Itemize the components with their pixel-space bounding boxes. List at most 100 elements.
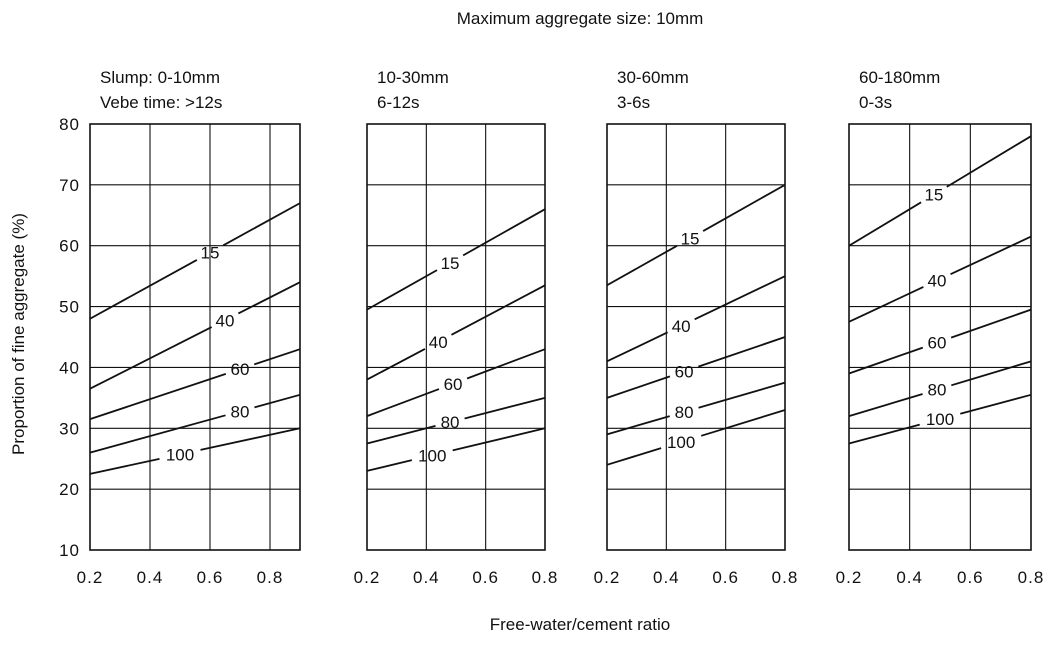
series-label-80: 80 (928, 381, 947, 400)
plot-frame (89, 123, 301, 551)
series-label-40: 40 (429, 333, 448, 352)
series-line-60 (89, 373, 227, 421)
series-line-60 (466, 348, 546, 380)
panel-3: 30-60mm 3-6s 0.2 0.4 0.6 0.8 15 40 60 80 100 (594, 68, 799, 587)
series-line-60 (848, 346, 924, 375)
series-line-40 (606, 331, 669, 363)
x-tick-label: 0.2 (836, 568, 863, 587)
series-line-100 (200, 427, 301, 451)
plot-frame (848, 123, 1032, 551)
x-axis-title: Free-water/cement ratio (490, 615, 670, 634)
plot-frame (606, 123, 786, 551)
series-line-100 (452, 427, 546, 452)
series-label-40: 40 (928, 272, 947, 291)
x-tick-label: 0.2 (354, 568, 381, 587)
series-line-40 (848, 286, 924, 323)
series-line-80 (254, 393, 301, 409)
series-line-100 (848, 423, 920, 445)
x-tick-label: 0.8 (257, 568, 284, 587)
panel-4: 60-180mm 0-3s 0.2 0.4 0.6 0.8 15 40 60 80 100 (836, 68, 1045, 587)
series-line-15 (366, 269, 438, 311)
series-line-100 (606, 447, 662, 466)
series-line-80 (951, 360, 1032, 387)
series-line-100 (960, 393, 1032, 415)
series-line-15 (848, 201, 922, 247)
series-line-40 (950, 235, 1032, 276)
series-line-40 (89, 326, 213, 390)
series-label-100: 100 (166, 445, 194, 464)
x-tick-label: 0.4 (896, 568, 923, 587)
series-line-40 (451, 284, 546, 336)
plot-frame (366, 123, 546, 551)
panel-header-vebe: 6-12s (377, 93, 420, 112)
series-line-40 (366, 348, 426, 381)
series-line-100 (89, 457, 160, 475)
y-tick-label: 20 (59, 480, 80, 499)
series-line-40 (237, 281, 301, 315)
y-tick-label: 30 (59, 419, 80, 438)
x-tick-label: 0.6 (197, 568, 224, 587)
x-tick-label: 0.6 (957, 568, 984, 587)
series-line-100 (700, 409, 786, 437)
series-label-60: 60 (231, 360, 250, 379)
y-tick-label: 70 (59, 176, 80, 195)
x-tick-label: 0.2 (594, 568, 621, 587)
x-tick-label: 0.2 (77, 568, 104, 587)
y-tick-label: 80 (59, 115, 80, 134)
panel-header-vebe: 3-6s (617, 93, 650, 112)
series-line-80 (89, 414, 226, 454)
series-line-100 (366, 459, 413, 472)
series-line-80 (848, 393, 923, 417)
y-tick-label: 40 (59, 358, 80, 377)
x-tick-label: 0.8 (1018, 568, 1045, 587)
panel-header-slump: 60-180mm (859, 68, 940, 87)
series-line-15 (946, 135, 1032, 188)
series-label-100: 100 (926, 410, 954, 429)
panel-1: Slump: 0-10mm Vebe time: >12s 0.2 0.4 0.6 0.8… (59, 68, 301, 587)
panel-header-slump: 10-30mm (377, 68, 449, 87)
x-tick-label: 0.4 (653, 568, 680, 587)
x-tick-label: 0.8 (532, 568, 559, 587)
series-label-80: 80 (441, 413, 460, 432)
chart-title: Maximum aggregate size: 10mm (457, 9, 704, 28)
series-line-15 (462, 208, 546, 257)
series-line-80 (606, 415, 670, 436)
series-line-60 (606, 375, 671, 399)
series-label-15: 15 (924, 186, 943, 205)
chart-panels: Slump: 0-10mm Vebe time: >12s 0.2 0.4 0.6 0.8… (59, 68, 1045, 587)
series-label-60: 60 (444, 375, 463, 394)
series-line-60 (366, 388, 440, 417)
series-label-40: 40 (216, 311, 235, 330)
series-line-60 (950, 308, 1032, 339)
series-label-100: 100 (418, 446, 446, 465)
series-label-15: 15 (201, 244, 220, 263)
series-label-80: 80 (675, 403, 694, 422)
x-tick-label: 0.8 (772, 568, 799, 587)
series-label-15: 15 (681, 229, 700, 248)
panel-header-slump: 30-60mm (617, 68, 689, 87)
x-tick-label: 0.4 (137, 568, 164, 587)
x-tick-label: 0.6 (712, 568, 739, 587)
y-tick-label: 60 (59, 237, 80, 256)
series-line-80 (366, 425, 436, 445)
series-line-60 (253, 348, 301, 366)
series-line-15 (606, 244, 678, 287)
series-line-80 (464, 396, 546, 420)
series-line-80 (698, 381, 786, 409)
series-label-60: 60 (675, 362, 694, 381)
x-tick-label: 0.6 (472, 568, 499, 587)
panel-header-vebe: Vebe time: >12s (100, 93, 222, 112)
series-label-100: 100 (667, 433, 695, 452)
series-line-40 (694, 275, 786, 321)
series-line-15 (89, 259, 198, 320)
y-tick-label: 10 (59, 541, 80, 560)
series-label-15: 15 (441, 254, 460, 273)
panel-header-slump: Slump: 0-10mm (100, 68, 220, 87)
panel-header-vebe: 0-3s (859, 93, 892, 112)
series-line-60 (698, 336, 786, 368)
y-tick-label: 50 (59, 298, 80, 317)
series-line-15 (702, 184, 786, 232)
x-tick-label: 0.4 (413, 568, 440, 587)
series-label-40: 40 (672, 317, 691, 336)
